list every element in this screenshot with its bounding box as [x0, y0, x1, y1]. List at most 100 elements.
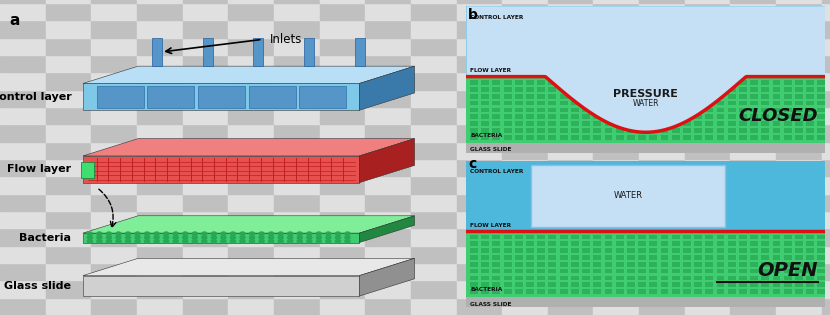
Bar [274, 38, 320, 55]
Bar [91, 0, 137, 3]
Bar [504, 107, 511, 112]
Bar [526, 262, 534, 266]
Bar [582, 248, 590, 253]
Bar [582, 276, 590, 280]
Bar [730, 280, 776, 298]
Bar [706, 80, 713, 85]
Bar [183, 107, 228, 124]
Circle shape [259, 236, 264, 239]
Circle shape [345, 232, 350, 236]
Bar [559, 107, 568, 112]
Bar [739, 128, 747, 133]
Polygon shape [83, 66, 415, 83]
Bar [694, 235, 702, 239]
Bar [773, 94, 780, 99]
Circle shape [240, 232, 245, 236]
Bar [671, 262, 680, 266]
Circle shape [221, 236, 226, 239]
Text: a: a [9, 13, 20, 28]
Bar [638, 101, 646, 106]
Bar [593, 20, 639, 38]
Bar [481, 235, 489, 239]
Bar [365, 194, 411, 211]
Bar [761, 248, 769, 253]
Bar [481, 101, 489, 106]
Bar [671, 255, 680, 260]
Bar [320, 72, 365, 90]
Bar [604, 101, 613, 106]
Bar [685, 142, 730, 159]
Bar [274, 72, 320, 90]
Bar [46, 0, 91, 3]
Bar [274, 107, 320, 124]
Bar [685, 90, 730, 107]
Bar [470, 255, 478, 260]
Bar [582, 289, 590, 294]
Bar [683, 114, 691, 119]
Bar [228, 55, 274, 72]
Bar [0, 20, 46, 38]
Polygon shape [83, 83, 359, 110]
Bar [728, 128, 735, 133]
Bar [638, 94, 646, 99]
Bar [716, 94, 725, 99]
Bar [685, 211, 730, 228]
Bar [671, 128, 680, 133]
Bar [730, 194, 776, 211]
Bar [46, 20, 91, 38]
Bar [750, 289, 758, 294]
Bar [549, 289, 556, 294]
Bar [548, 38, 593, 55]
Bar [0, 142, 46, 159]
Bar [639, 72, 685, 90]
Circle shape [87, 232, 92, 236]
Bar [46, 90, 91, 107]
Circle shape [125, 232, 130, 236]
Bar [649, 87, 657, 92]
Bar [537, 107, 545, 112]
Bar [784, 87, 792, 92]
Bar [549, 276, 556, 280]
Bar [728, 241, 735, 246]
Bar [365, 142, 411, 159]
Bar [365, 0, 411, 3]
Bar [559, 248, 568, 253]
Bar [548, 3, 593, 20]
Bar [604, 262, 613, 266]
Bar [571, 135, 579, 140]
Bar [515, 248, 523, 253]
Bar [627, 262, 635, 266]
Bar [638, 241, 646, 246]
Bar [97, 86, 144, 108]
Bar [365, 246, 411, 263]
Bar [571, 248, 579, 253]
Bar [549, 255, 556, 260]
Bar [0, 176, 46, 194]
Bar [639, 298, 685, 315]
Bar [822, 55, 830, 72]
Bar [137, 3, 183, 20]
Bar [481, 80, 489, 85]
Bar [716, 235, 725, 239]
Bar [706, 87, 713, 92]
Bar [671, 135, 680, 140]
Bar [685, 280, 730, 298]
Bar [761, 135, 769, 140]
Bar [502, 124, 548, 142]
Bar [470, 241, 478, 246]
Bar [274, 228, 320, 246]
Bar [776, 107, 822, 124]
Bar [46, 263, 91, 280]
Bar [818, 248, 825, 253]
Bar [806, 101, 814, 106]
Bar [773, 248, 780, 253]
Bar [559, 80, 568, 85]
Bar [683, 135, 691, 140]
Bar [806, 241, 814, 246]
Bar [515, 289, 523, 294]
Bar [776, 38, 822, 55]
Bar [582, 101, 590, 106]
Bar [46, 194, 91, 211]
Bar [730, 55, 776, 72]
Bar [593, 262, 601, 266]
